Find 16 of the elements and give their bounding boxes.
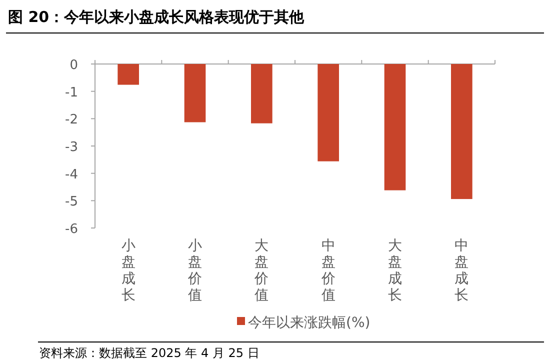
chart-title: 图 20：今年以来小盘成长风格表现优于其他 <box>8 8 306 26</box>
y-tick-label: -1 <box>65 85 78 100</box>
y-tick-label: -5 <box>65 194 78 210</box>
text: 资料来源：数据截至 2025 年 4 月 25 日 <box>39 346 260 360</box>
x-tick-label: 大盘价值 <box>254 238 269 304</box>
x-tick-label: 中盘成长 <box>454 238 469 304</box>
y-tick-label: -2 <box>65 112 78 128</box>
y-tick-label: 0 <box>70 58 78 73</box>
x-tick-label: 小盘成长 <box>121 238 136 304</box>
x-tick-label: 中盘价值 <box>320 238 336 304</box>
x-tick-label: 小盘价值 <box>187 238 202 304</box>
y-tick-label: -4 <box>65 167 78 182</box>
y-tick-label: -3 <box>65 140 78 155</box>
y-tick-label: -6 <box>65 222 78 237</box>
x-tick-label: 大盘成长 <box>388 238 402 304</box>
legend: 今年以来涨跌幅(%) <box>237 315 370 331</box>
